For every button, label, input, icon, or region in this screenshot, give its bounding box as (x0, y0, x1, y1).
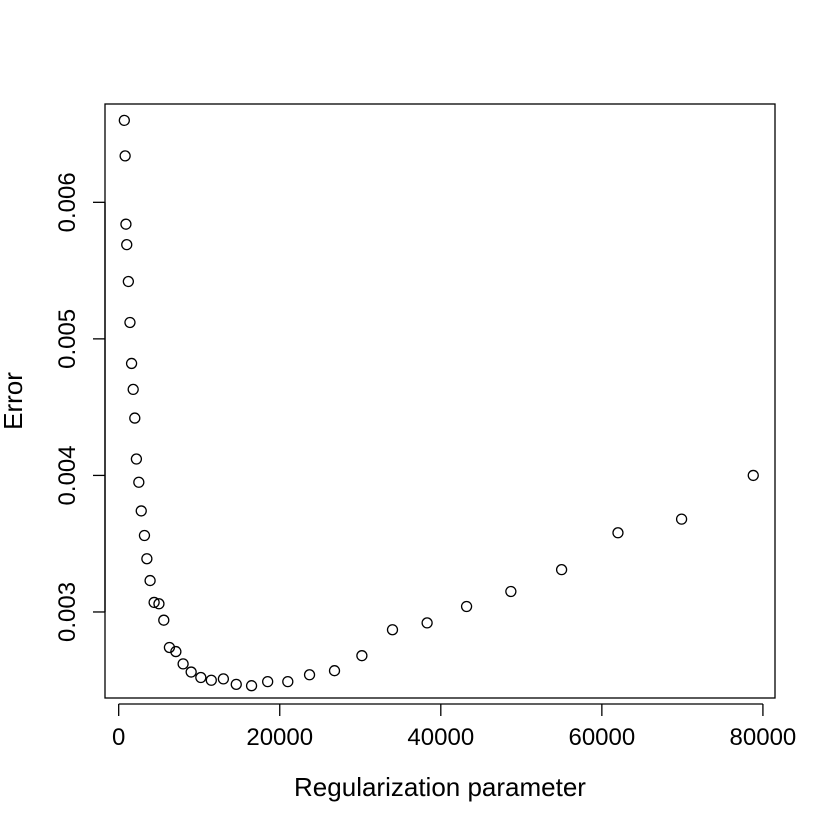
data-point (118, 114, 130, 127)
y-axis-title: Error (0, 372, 28, 430)
data-point (144, 574, 156, 587)
data-point (130, 453, 143, 465)
y-tick-label: 0.006 (54, 172, 81, 232)
data-point (245, 680, 258, 692)
data-point (303, 669, 316, 681)
data-point (675, 513, 688, 525)
y-tick-label: 0.004 (54, 445, 81, 505)
data-points (118, 114, 759, 692)
data-point (124, 316, 136, 329)
data-point (195, 671, 207, 684)
data-point (328, 665, 341, 677)
x-tick-label: 40000 (407, 724, 474, 751)
data-point (127, 383, 139, 396)
data-point (122, 275, 135, 288)
data-point (120, 218, 132, 230)
data-point (612, 527, 624, 539)
x-tick-label: 80000 (730, 724, 797, 751)
data-point (185, 666, 197, 678)
x-axis: 0 20000 40000 60000 80000 (112, 703, 797, 751)
x-tick-label: 0 (112, 724, 125, 751)
data-point (205, 674, 217, 686)
data-point (138, 529, 151, 542)
data-point (119, 150, 131, 162)
data-point (129, 412, 141, 424)
data-point (141, 553, 153, 565)
data-point (125, 357, 138, 370)
data-point (177, 658, 189, 670)
y-tick-label: 0.005 (54, 309, 81, 369)
data-point (133, 476, 145, 488)
data-point (158, 614, 170, 626)
data-point (386, 624, 399, 636)
y-tick-label: 0.003 (54, 582, 81, 642)
x-axis-title: Regularization parameter (294, 772, 586, 802)
data-point (121, 238, 133, 251)
data-point (555, 563, 568, 576)
data-point (163, 641, 176, 654)
data-point (217, 673, 230, 685)
data-point (282, 675, 294, 688)
data-point (170, 645, 182, 658)
x-tick-label: 20000 (246, 724, 313, 751)
data-point (505, 585, 517, 598)
data-point (230, 678, 242, 690)
data-point (460, 600, 473, 613)
y-axis: 0.003 0.004 0.005 0.006 (54, 172, 106, 642)
plot-frame (104, 103, 776, 699)
data-point (148, 596, 160, 609)
data-point (747, 469, 759, 482)
data-point (153, 598, 165, 610)
data-point (262, 675, 274, 688)
data-point (421, 617, 433, 629)
data-point (135, 505, 147, 517)
x-tick-label: 60000 (568, 724, 635, 751)
data-point (356, 650, 368, 662)
